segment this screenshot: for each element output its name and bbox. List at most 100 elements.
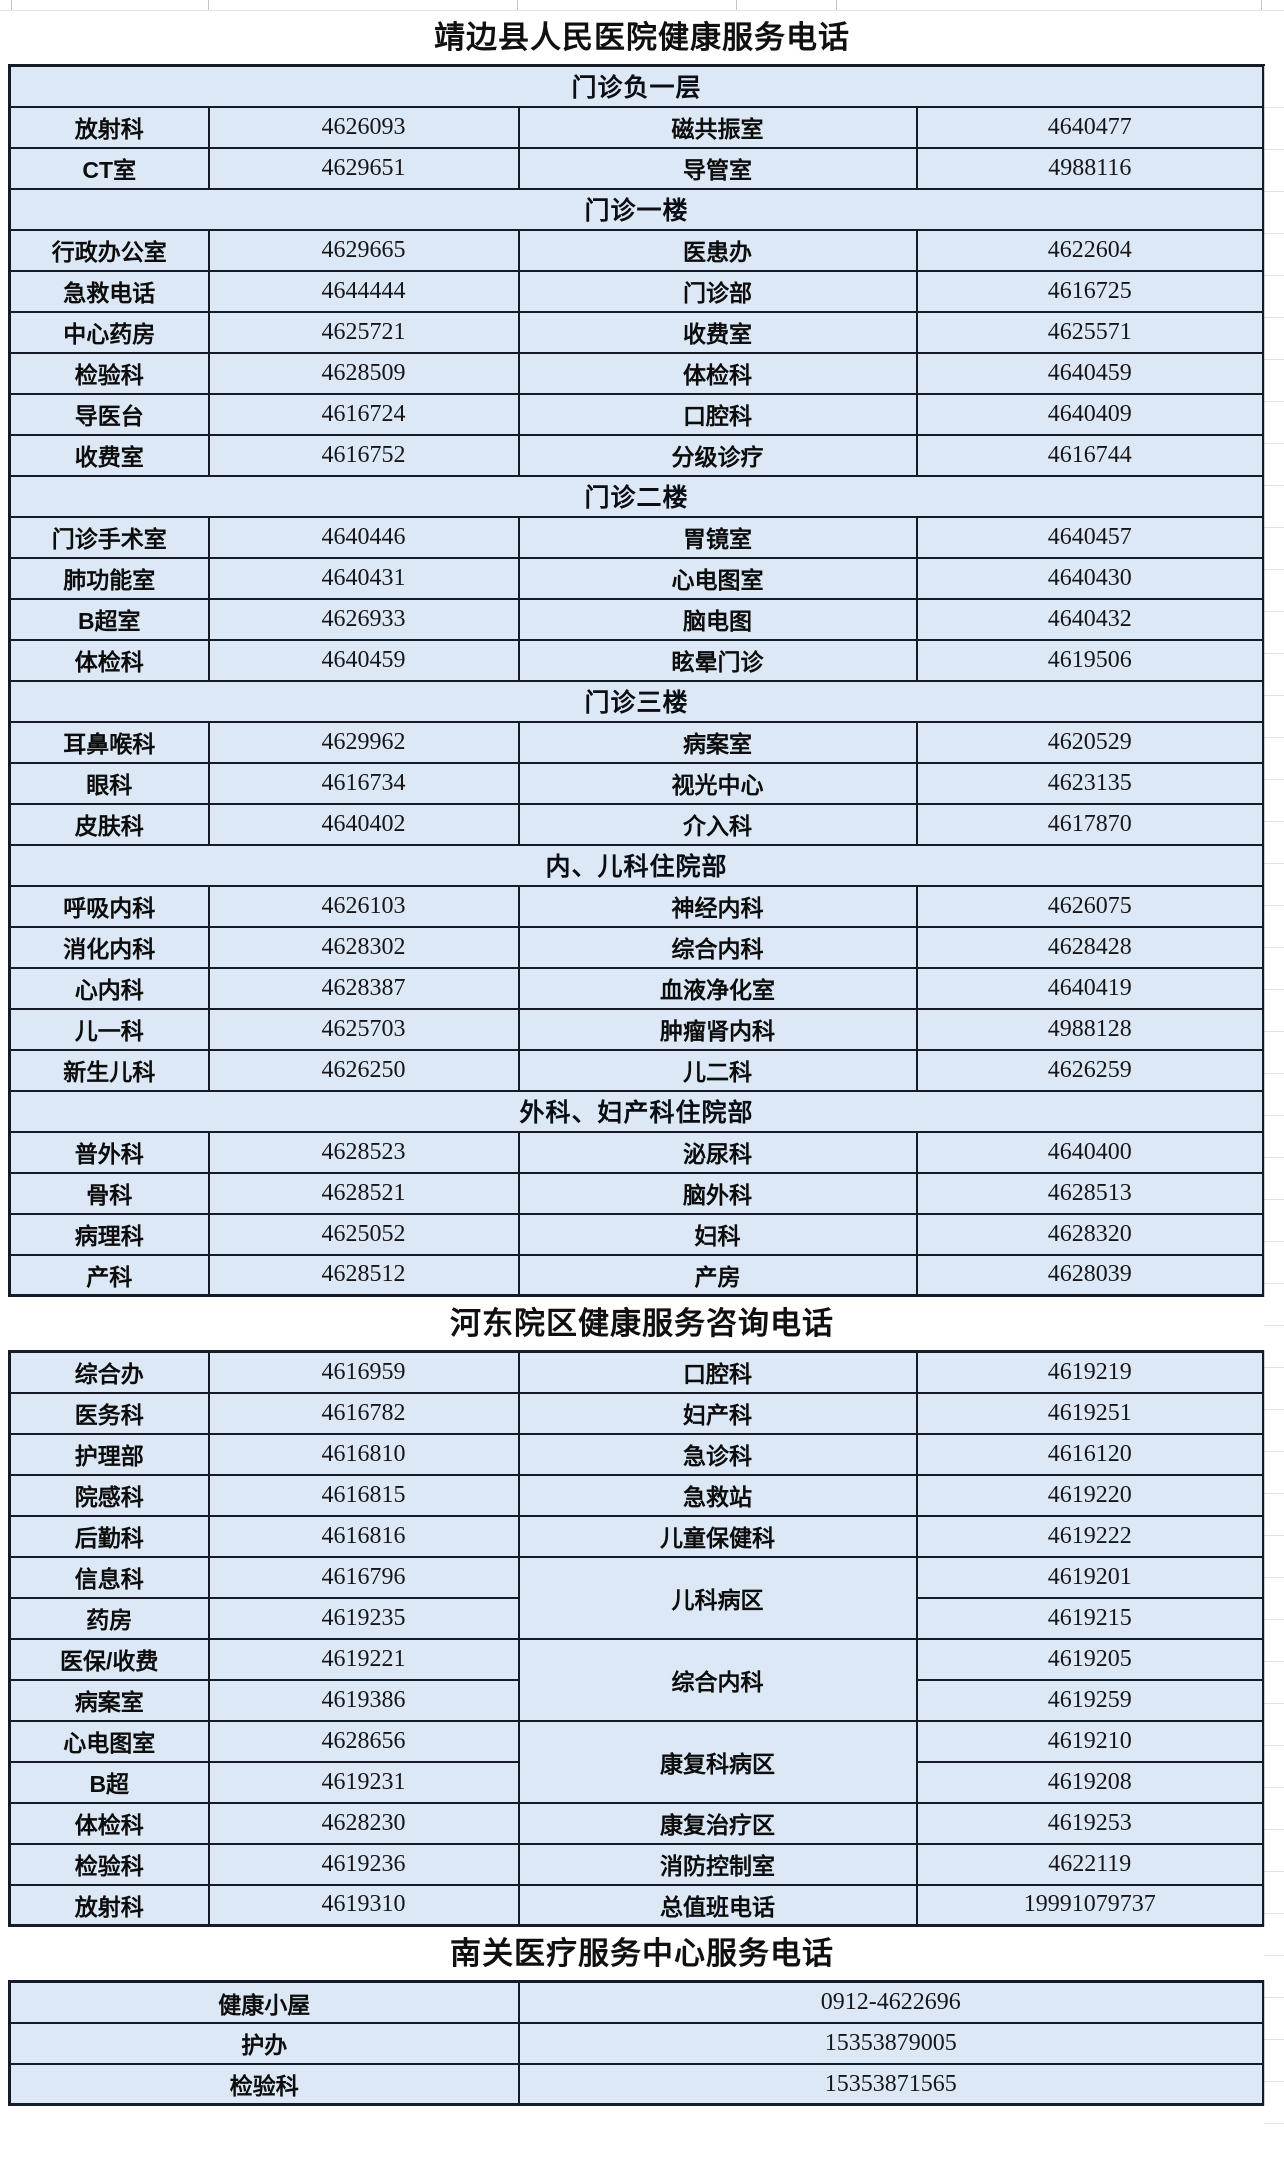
phone-number-cell: 4640446 bbox=[207, 515, 520, 559]
phone-number-cell: 4628656 bbox=[207, 1719, 520, 1763]
table-row: 体检科 4640459 眩晕门诊 4619506 bbox=[8, 638, 1265, 682]
spreadsheet-bottom-margin bbox=[0, 2106, 1284, 2119]
hedong-campus-table: 综合办 4616959 口腔科 4619219 医务科 4616782 妇产科 4619251… bbox=[8, 1350, 1265, 1928]
phone-number-cell: 4616744 bbox=[915, 433, 1265, 477]
phone-number-cell: 4616782 bbox=[207, 1391, 520, 1435]
table-row: 院感科 4616815 急救站 4619220 bbox=[8, 1473, 1265, 1517]
dept-name-cell: 产房 bbox=[517, 1253, 918, 1297]
page-title: 靖边县人民医院健康服务电话 bbox=[0, 11, 1284, 65]
phone-number-cell: 4626075 bbox=[915, 884, 1265, 928]
phone-number-cell: 4619201 bbox=[915, 1555, 1265, 1599]
phone-number-cell: 4640409 bbox=[915, 392, 1265, 436]
dept-name-cell: 呼吸内科 bbox=[8, 884, 210, 928]
dept-name-cell: 院感科 bbox=[8, 1473, 210, 1517]
phone-number-cell: 4616734 bbox=[207, 761, 520, 805]
table-row: 呼吸内科 4626103 神经内科 4626075 bbox=[8, 884, 1265, 928]
dept-name-cell: 放射科 bbox=[8, 1883, 210, 1927]
dept-name-cell: 视光中心 bbox=[517, 761, 918, 805]
spreadsheet-right-margin bbox=[1264, 66, 1284, 2157]
dept-name-cell: 体检科 bbox=[8, 1801, 210, 1845]
table-row: 门诊二楼 bbox=[8, 474, 1265, 518]
phone-number-cell: 4628302 bbox=[207, 925, 520, 969]
dept-name-cell: 心内科 bbox=[8, 966, 210, 1010]
section-header: 门诊二楼 bbox=[8, 474, 1265, 518]
section-header: 外科、妇产科住院部 bbox=[8, 1089, 1265, 1133]
dept-name-cell: 体检科 bbox=[8, 638, 210, 682]
dept-name-cell: 中心药房 bbox=[8, 310, 210, 354]
dept-name-cell: 医保/收费 bbox=[8, 1637, 210, 1681]
gridline bbox=[208, 0, 209, 10]
phone-number-cell: 4616816 bbox=[207, 1514, 520, 1558]
dept-name-cell: 病案室 bbox=[8, 1678, 210, 1722]
phone-number-cell: 4619220 bbox=[915, 1473, 1265, 1517]
merged-ward-cell: 康复科病区 bbox=[517, 1719, 918, 1804]
table-row: 放射科 4619310 总值班电话 19991079737 bbox=[8, 1883, 1265, 1927]
dept-name-cell: 综合办 bbox=[8, 1350, 210, 1394]
section-header: 内、儿科住院部 bbox=[8, 843, 1265, 887]
phone-number-cell: 4620529 bbox=[915, 720, 1265, 764]
dept-name-cell: 肿瘤肾内科 bbox=[517, 1007, 918, 1051]
dept-name-cell: 耳鼻喉科 bbox=[8, 720, 210, 764]
main-campus-table: 门诊负一层 放射科 4626093 磁共振室 4640477 CT室 4629651 导管室 4… bbox=[8, 64, 1266, 1298]
table-row: 药房 4619235 4619215 bbox=[8, 1596, 1265, 1640]
phone-number-cell: 4628521 bbox=[207, 1171, 520, 1215]
table-row: 心内科 4628387 血液净化室 4640419 bbox=[8, 966, 1265, 1010]
dept-name-cell: 泌尿科 bbox=[517, 1130, 918, 1174]
phone-number-cell: 4628230 bbox=[207, 1801, 520, 1845]
phone-number-cell: 4619251 bbox=[915, 1391, 1265, 1435]
phone-number-cell: 4616815 bbox=[207, 1473, 520, 1517]
dept-name-cell: 消防控制室 bbox=[517, 1842, 918, 1886]
dept-name-cell: CT室 bbox=[8, 146, 210, 190]
table-row: 收费室 4616752 分级诊疗 4616744 bbox=[8, 433, 1265, 477]
dept-name-cell: 医患办 bbox=[517, 228, 918, 272]
dept-name-cell: 综合内科 bbox=[517, 925, 918, 969]
phone-number-cell: 4628523 bbox=[207, 1130, 520, 1174]
phone-number-cell: 4619219 bbox=[915, 1350, 1265, 1394]
phone-number-cell: 4619205 bbox=[915, 1637, 1265, 1681]
phone-number-cell: 4628428 bbox=[915, 925, 1265, 969]
dept-name-cell: 病案室 bbox=[517, 720, 918, 764]
section-header: 门诊负一层 bbox=[8, 64, 1265, 108]
table-row: 产科 4628512 产房 4628039 bbox=[8, 1253, 1265, 1297]
phone-number-cell: 4623135 bbox=[915, 761, 1265, 805]
merged-ward-cell: 儿科病区 bbox=[517, 1555, 918, 1640]
table-row: 护办 15353879005 bbox=[8, 2021, 1265, 2065]
dept-name-cell: 总值班电话 bbox=[517, 1883, 918, 1927]
gridline bbox=[1261, 0, 1262, 10]
phone-number-cell: 4626250 bbox=[207, 1048, 520, 1092]
dept-name-cell: 骨科 bbox=[8, 1171, 210, 1215]
phone-number-cell: 4616120 bbox=[915, 1432, 1265, 1476]
section-header: 门诊三楼 bbox=[8, 679, 1265, 723]
phone-number-cell: 4625721 bbox=[207, 310, 520, 354]
phone-number-cell: 4625703 bbox=[207, 1007, 520, 1051]
hedong-section-title: 河东院区健康服务咨询电话 bbox=[0, 1297, 1284, 1351]
phone-number-cell: 4619235 bbox=[207, 1596, 520, 1640]
table-row: 健康小屋 0912-4622696 bbox=[8, 1980, 1265, 2024]
phone-number-cell: 4616796 bbox=[207, 1555, 520, 1599]
phone-number-cell: 4619259 bbox=[915, 1678, 1265, 1722]
phone-number-cell: 4616724 bbox=[207, 392, 520, 436]
phone-number-cell: 4619253 bbox=[915, 1801, 1265, 1845]
dept-name-cell: 急诊科 bbox=[517, 1432, 918, 1476]
table-row: 放射科 4626093 磁共振室 4640477 bbox=[8, 105, 1265, 149]
table-row: 中心药房 4625721 收费室 4625571 bbox=[8, 310, 1265, 354]
table-row: 综合办 4616959 口腔科 4619219 bbox=[8, 1350, 1265, 1394]
phone-number-cell: 4640432 bbox=[915, 597, 1265, 641]
dept-name-cell: 妇科 bbox=[517, 1212, 918, 1256]
dept-name-cell: 体检科 bbox=[517, 351, 918, 395]
dept-name-cell: 急救站 bbox=[517, 1473, 918, 1517]
dept-name-cell: 检验科 bbox=[8, 351, 210, 395]
dept-name-cell: 药房 bbox=[8, 1596, 210, 1640]
dept-name-cell: 病理科 bbox=[8, 1212, 210, 1256]
phone-number-cell: 15353871565 bbox=[517, 2062, 1265, 2106]
phone-number-cell: 4619236 bbox=[207, 1842, 520, 1886]
phone-number-cell: 4629665 bbox=[207, 228, 520, 272]
phone-number-cell: 4640400 bbox=[915, 1130, 1265, 1174]
phone-number-cell: 4640402 bbox=[207, 802, 520, 846]
dept-name-cell: 神经内科 bbox=[517, 884, 918, 928]
phone-number-cell: 4619208 bbox=[915, 1760, 1265, 1804]
table-row: 信息科 4616796 儿科病区 4619201 bbox=[8, 1555, 1265, 1640]
dept-name-cell: 儿二科 bbox=[517, 1048, 918, 1092]
dept-name-cell: 健康小屋 bbox=[8, 1980, 520, 2024]
phone-number-cell: 4619231 bbox=[207, 1760, 520, 1804]
